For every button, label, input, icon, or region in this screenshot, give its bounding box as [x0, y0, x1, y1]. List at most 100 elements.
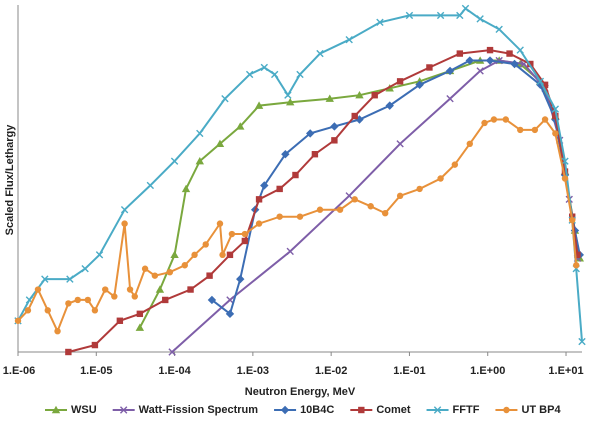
marker: [437, 175, 444, 182]
marker: [552, 112, 559, 120]
marker: [81, 265, 89, 273]
marker: [270, 70, 279, 79]
series: [65, 46, 581, 356]
marker: [355, 115, 364, 124]
x-tick-label: 1.E-04: [158, 365, 191, 377]
marker: [316, 49, 324, 58]
marker: [330, 122, 339, 131]
marker: [241, 237, 249, 245]
marker: [316, 206, 324, 213]
marker: [191, 251, 198, 259]
marker: [51, 405, 61, 414]
marker: [162, 296, 169, 304]
marker: [166, 268, 174, 276]
x-tick-label: 1.E-03: [237, 365, 269, 377]
marker: [170, 157, 179, 165]
series-line: [68, 49, 579, 353]
marker: [416, 185, 423, 193]
marker: [66, 275, 74, 283]
marker: [476, 67, 484, 75]
marker: [531, 126, 539, 134]
marker: [405, 11, 414, 20]
marker: [286, 247, 294, 256]
legend-item: Watt-Fission Spectrum: [112, 404, 258, 416]
marker: [254, 101, 264, 109]
marker: [345, 36, 353, 44]
marker: [219, 251, 226, 259]
marker: [135, 323, 145, 331]
marker: [476, 15, 484, 23]
marker: [306, 129, 315, 138]
series-line: [171, 59, 579, 353]
marker: [151, 272, 159, 279]
marker: [490, 116, 498, 123]
marker: [146, 181, 155, 190]
marker: [516, 46, 524, 54]
legend-item: UT BP4: [495, 404, 561, 416]
marker: [14, 317, 22, 324]
marker: [195, 156, 205, 165]
marker: [196, 129, 204, 138]
marker: [34, 286, 42, 293]
marker: [426, 64, 433, 71]
marker: [241, 230, 249, 238]
marker: [126, 286, 134, 293]
marker: [260, 63, 269, 72]
marker: [396, 192, 404, 200]
marker: [111, 293, 118, 300]
marker: [503, 406, 510, 414]
marker: [84, 296, 92, 304]
marker: [578, 337, 586, 346]
series: [14, 4, 586, 346]
marker: [24, 307, 32, 314]
x-tick-label: 1.E-01: [393, 365, 425, 377]
series-line: [211, 59, 581, 316]
marker: [351, 112, 358, 120]
marker: [506, 50, 513, 57]
y-axis-label: Scaled Flux/Lethargy: [4, 124, 16, 236]
marker: [276, 213, 283, 220]
marker: [351, 196, 358, 203]
legend-label: FFTF: [453, 404, 480, 416]
marker: [465, 56, 474, 65]
marker: [181, 262, 188, 269]
marker: [486, 46, 494, 54]
series-line: [17, 117, 578, 334]
marker: [551, 105, 560, 113]
marker: [91, 341, 99, 349]
marker: [226, 296, 234, 304]
marker: [461, 4, 470, 13]
marker: [245, 70, 254, 79]
legend-item: Comet: [350, 404, 411, 416]
legend-label: Comet: [376, 404, 411, 416]
marker: [91, 307, 99, 314]
marker: [54, 327, 61, 335]
marker: [381, 210, 389, 217]
marker: [228, 230, 236, 238]
marker: [95, 251, 104, 259]
marker: [396, 78, 404, 85]
marker: [552, 130, 559, 137]
marker: [502, 116, 509, 123]
marker: [136, 310, 144, 318]
marker: [296, 70, 304, 79]
marker: [74, 296, 81, 304]
marker: [541, 81, 549, 89]
marker: [481, 119, 488, 127]
marker: [569, 216, 576, 224]
marker: [385, 101, 394, 110]
series: [14, 116, 580, 335]
legend-item: WSU: [45, 404, 97, 416]
marker: [236, 122, 245, 130]
marker: [561, 168, 569, 175]
marker: [358, 406, 365, 414]
marker: [345, 192, 353, 200]
marker: [456, 50, 464, 57]
series-line: [17, 7, 583, 342]
marker: [456, 11, 464, 20]
x-tick-label: 1.E-06: [3, 365, 35, 377]
marker: [281, 150, 290, 159]
marker: [207, 295, 217, 305]
legend-label: WSU: [71, 404, 97, 416]
